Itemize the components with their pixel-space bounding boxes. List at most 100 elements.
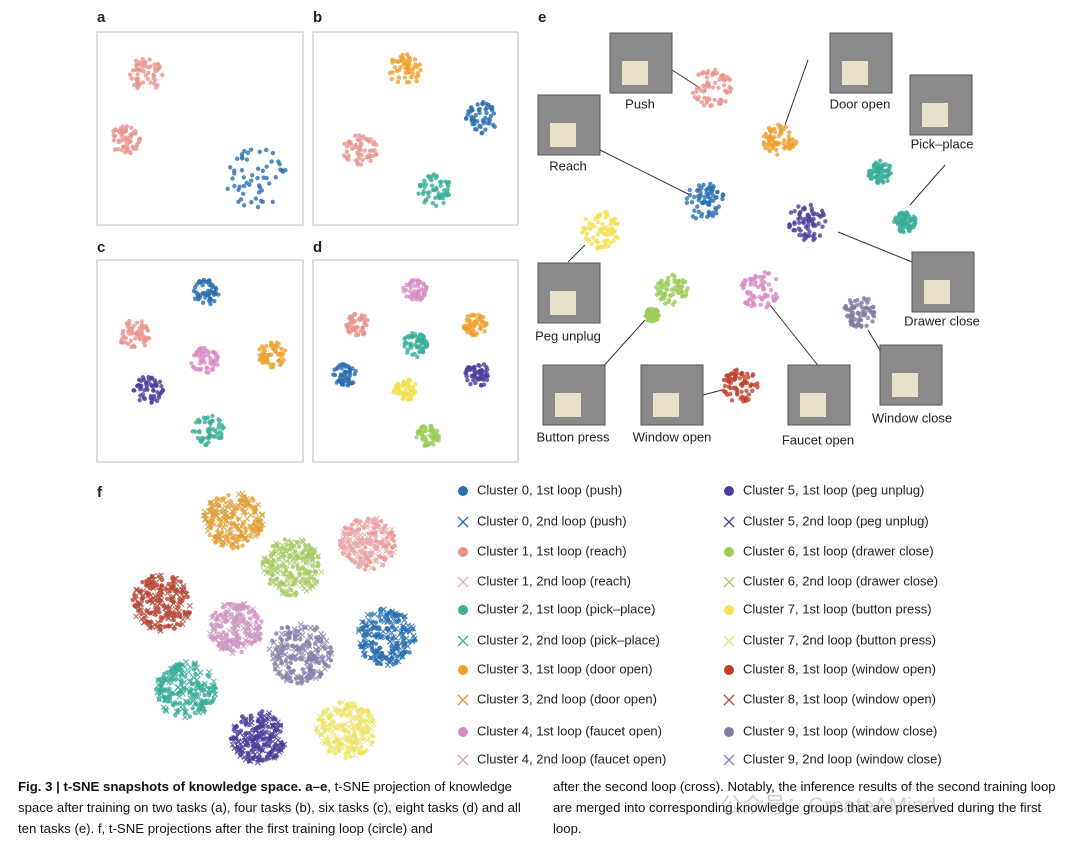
point — [704, 190, 709, 196]
point — [481, 362, 487, 367]
point — [723, 99, 728, 104]
cluster — [111, 124, 143, 156]
cluster — [690, 67, 734, 109]
cross-point — [330, 732, 337, 739]
point — [137, 136, 143, 141]
point — [479, 130, 484, 136]
cross-point — [345, 525, 352, 532]
point — [750, 373, 755, 378]
point — [364, 322, 369, 328]
cross-point — [172, 575, 178, 582]
point — [417, 349, 422, 355]
point — [729, 371, 735, 376]
legend-label: Cluster 4, 1st loop (faucet open) — [477, 723, 662, 738]
point — [160, 72, 165, 78]
point — [423, 339, 429, 344]
point — [145, 76, 151, 82]
cluster — [580, 210, 620, 251]
panel-label: a — [97, 9, 106, 26]
cross-point — [361, 553, 368, 560]
point — [706, 211, 712, 216]
cross-point — [157, 627, 164, 634]
point — [285, 625, 291, 631]
cross-point — [207, 698, 214, 705]
point — [797, 220, 802, 225]
cross-point — [212, 498, 219, 505]
cross-point — [166, 611, 173, 618]
point — [120, 124, 125, 129]
cross-point — [236, 516, 243, 523]
point — [151, 393, 157, 399]
legend-label: Cluster 4, 2nd loop (faucet open) — [477, 751, 666, 766]
cluster — [401, 278, 429, 303]
cross-point — [306, 651, 313, 658]
cross-point — [403, 635, 410, 642]
cross-point — [218, 637, 225, 644]
cross-point — [361, 634, 368, 641]
cluster — [866, 158, 893, 185]
legend-label: Cluster 5, 2nd loop (peg unplug) — [743, 513, 929, 528]
point — [210, 413, 215, 419]
cross-point — [277, 568, 284, 575]
cross-point — [241, 734, 248, 741]
point — [417, 431, 422, 436]
point — [664, 287, 670, 292]
cross-point — [373, 515, 380, 522]
cross-point — [347, 717, 354, 724]
point — [435, 428, 440, 434]
cross-point — [367, 642, 374, 649]
point — [410, 330, 415, 336]
point — [763, 131, 768, 137]
point — [269, 365, 274, 370]
cross-point — [314, 636, 321, 643]
cross-point — [314, 552, 321, 559]
legend-marker — [458, 605, 468, 615]
cross-point — [347, 536, 354, 543]
point — [202, 419, 208, 425]
cross-point — [342, 530, 349, 537]
cross-point — [263, 570, 270, 577]
point — [612, 216, 618, 222]
point — [909, 217, 914, 223]
cross-point — [166, 691, 173, 698]
point — [406, 333, 411, 339]
point — [867, 171, 872, 177]
cluster — [191, 277, 221, 307]
point — [721, 83, 727, 88]
cross-point — [249, 732, 256, 738]
point — [417, 337, 422, 342]
cross-point — [246, 608, 253, 615]
cross-point — [279, 559, 286, 566]
cross-point — [241, 601, 248, 608]
point — [204, 365, 209, 371]
point — [711, 184, 716, 189]
point — [695, 204, 700, 209]
cross-point — [267, 558, 274, 565]
task-label: Window open — [633, 429, 712, 444]
task-label: Faucet open — [782, 432, 854, 447]
point — [611, 220, 616, 225]
point — [352, 312, 358, 317]
cross-point — [149, 577, 156, 584]
cross-point — [261, 555, 268, 562]
cross-point — [348, 735, 355, 742]
cross-point — [290, 669, 297, 676]
point — [215, 362, 220, 367]
point — [764, 135, 770, 140]
point — [609, 226, 614, 232]
point — [480, 376, 485, 382]
point — [798, 209, 803, 215]
legend-marker — [723, 516, 735, 528]
point — [345, 325, 351, 331]
cross-point — [245, 631, 252, 638]
cross-point — [383, 610, 390, 617]
point — [484, 373, 489, 379]
cross-point — [284, 669, 290, 676]
cross-point — [352, 531, 359, 538]
point — [684, 196, 690, 201]
point — [119, 147, 124, 153]
point — [710, 210, 716, 215]
point — [710, 213, 716, 219]
point — [776, 133, 782, 139]
point — [429, 423, 434, 429]
